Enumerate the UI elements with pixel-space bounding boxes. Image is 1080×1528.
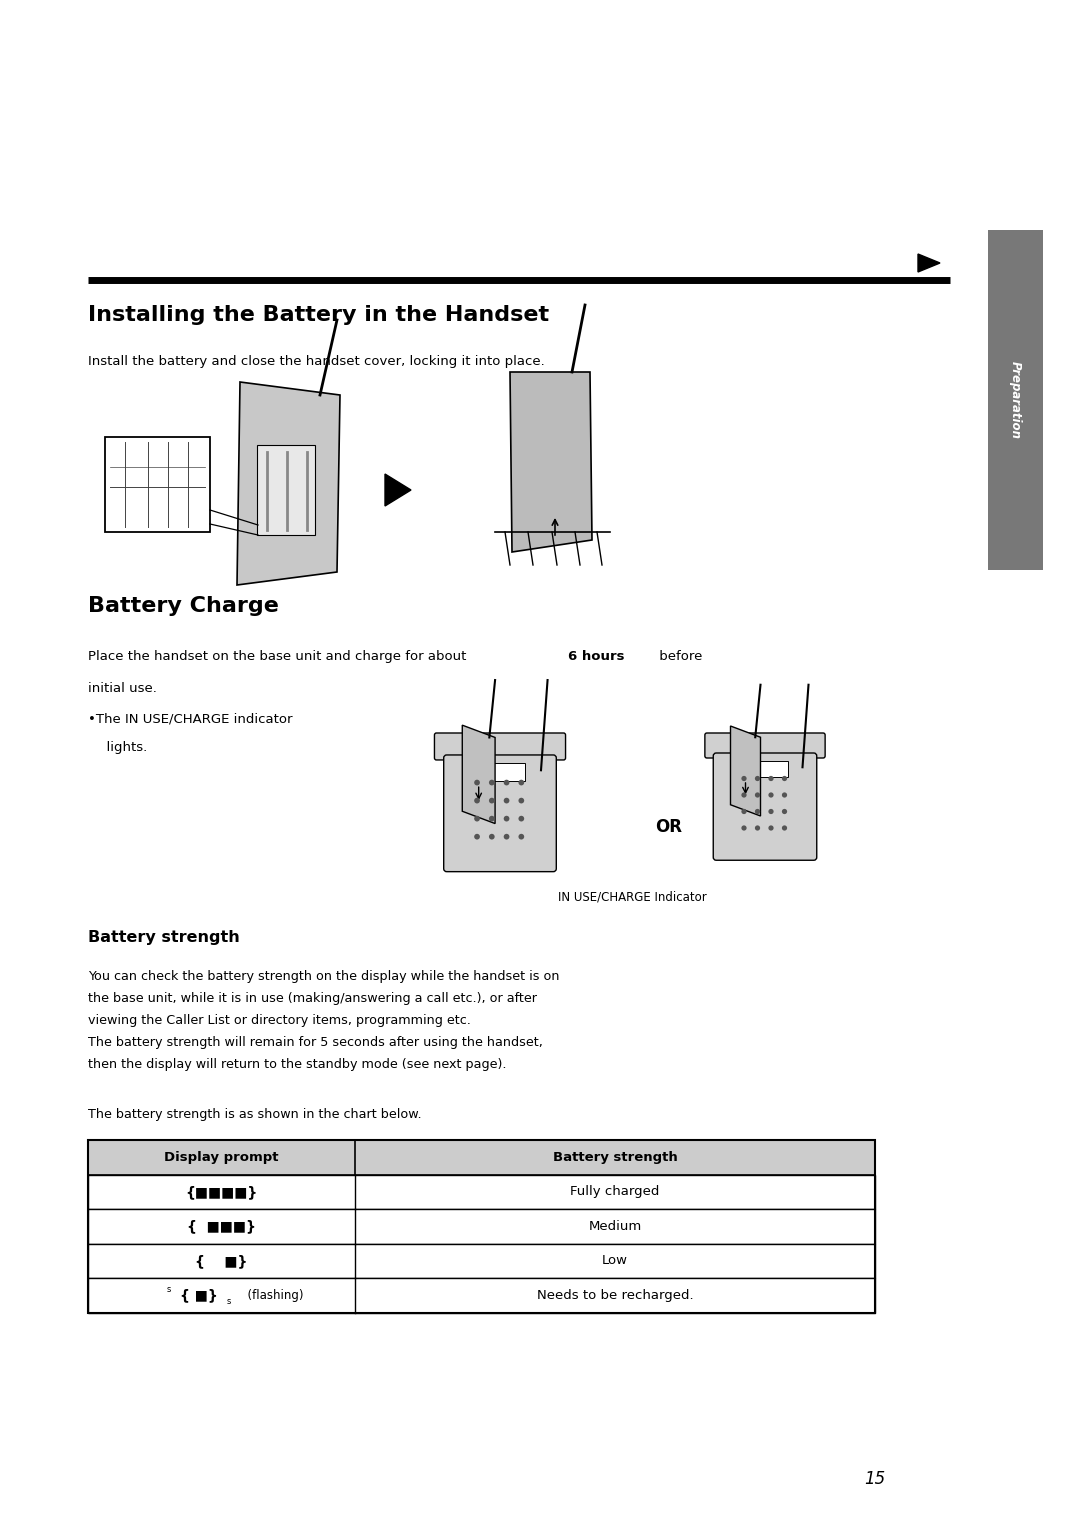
Text: Battery Charge: Battery Charge bbox=[87, 596, 279, 616]
Bar bbox=[743, 761, 787, 778]
Circle shape bbox=[741, 808, 746, 814]
Text: before: before bbox=[654, 649, 702, 663]
Circle shape bbox=[474, 816, 480, 822]
Circle shape bbox=[768, 793, 773, 798]
Text: 6 hours: 6 hours bbox=[568, 649, 624, 663]
Circle shape bbox=[755, 776, 760, 781]
Bar bbox=[87, 1209, 875, 1244]
Bar bbox=[87, 1140, 875, 1313]
Circle shape bbox=[755, 808, 760, 814]
Text: You can check the battery strength on the display while the handset is on: You can check the battery strength on th… bbox=[87, 970, 559, 983]
Bar bbox=[87, 1244, 875, 1277]
Circle shape bbox=[503, 779, 510, 785]
Bar bbox=[87, 1140, 875, 1175]
Text: Medium: Medium bbox=[589, 1219, 642, 1233]
Bar bbox=[87, 1175, 875, 1209]
Circle shape bbox=[782, 793, 787, 798]
Text: Battery strength: Battery strength bbox=[87, 931, 240, 944]
FancyBboxPatch shape bbox=[713, 753, 816, 860]
Text: Battery strength: Battery strength bbox=[553, 1151, 677, 1164]
Polygon shape bbox=[462, 726, 495, 824]
FancyBboxPatch shape bbox=[444, 755, 556, 871]
Text: Installing the Battery in the Handset: Installing the Battery in the Handset bbox=[87, 306, 549, 325]
Circle shape bbox=[489, 816, 495, 822]
Bar bbox=[988, 231, 1043, 570]
Text: the base unit, while it is in use (making/answering a call etc.), or after: the base unit, while it is in use (makin… bbox=[87, 992, 537, 1005]
Text: Preparation: Preparation bbox=[1009, 361, 1022, 439]
Circle shape bbox=[518, 779, 524, 785]
Text: Display prompt: Display prompt bbox=[164, 1151, 279, 1164]
Text: (flashing): (flashing) bbox=[240, 1288, 303, 1302]
Circle shape bbox=[741, 825, 746, 831]
Text: The battery strength will remain for 5 seconds after using the handset,: The battery strength will remain for 5 s… bbox=[87, 1036, 543, 1050]
Circle shape bbox=[782, 776, 787, 781]
Text: viewing the Caller List or directory items, programming etc.: viewing the Caller List or directory ite… bbox=[87, 1015, 471, 1027]
Circle shape bbox=[755, 825, 760, 831]
Polygon shape bbox=[510, 371, 592, 552]
Polygon shape bbox=[237, 382, 340, 585]
Text: then the display will return to the standby mode (see next page).: then the display will return to the stan… bbox=[87, 1057, 507, 1071]
Text: {    ■}: { ■} bbox=[195, 1254, 247, 1268]
Circle shape bbox=[782, 825, 787, 831]
Circle shape bbox=[768, 808, 773, 814]
Circle shape bbox=[741, 793, 746, 798]
Text: Needs to be recharged.: Needs to be recharged. bbox=[537, 1288, 693, 1302]
Circle shape bbox=[741, 776, 746, 781]
Text: 15: 15 bbox=[864, 1470, 885, 1488]
Circle shape bbox=[755, 793, 760, 798]
Text: The battery strength is as shown in the chart below.: The battery strength is as shown in the … bbox=[87, 1108, 421, 1122]
Text: initial use.: initial use. bbox=[87, 681, 157, 695]
Circle shape bbox=[474, 779, 480, 785]
Polygon shape bbox=[730, 726, 760, 816]
Text: s: s bbox=[227, 1297, 231, 1306]
Bar bbox=[257, 445, 315, 535]
FancyBboxPatch shape bbox=[434, 733, 566, 759]
Text: Place the handset on the base unit and charge for about: Place the handset on the base unit and c… bbox=[87, 649, 471, 663]
Circle shape bbox=[474, 798, 480, 804]
Text: Low: Low bbox=[602, 1254, 627, 1267]
Text: Install the battery and close the handset cover, locking it into place.: Install the battery and close the handse… bbox=[87, 354, 544, 368]
Polygon shape bbox=[918, 254, 940, 272]
Bar bbox=[87, 1277, 875, 1313]
Text: {  ■■■}: { ■■■} bbox=[187, 1219, 256, 1233]
Text: Fully charged: Fully charged bbox=[570, 1186, 660, 1198]
Bar bbox=[475, 762, 525, 781]
Circle shape bbox=[489, 779, 495, 785]
Text: lights.: lights. bbox=[98, 741, 147, 753]
Circle shape bbox=[503, 798, 510, 804]
Text: OR: OR bbox=[654, 817, 681, 836]
Text: •The IN USE/CHARGE indicator: •The IN USE/CHARGE indicator bbox=[87, 712, 293, 724]
FancyBboxPatch shape bbox=[705, 733, 825, 758]
Circle shape bbox=[518, 834, 524, 839]
Text: s: s bbox=[166, 1285, 171, 1294]
Bar bbox=[105, 437, 210, 532]
Circle shape bbox=[489, 834, 495, 839]
Circle shape bbox=[518, 798, 524, 804]
Circle shape bbox=[768, 825, 773, 831]
Text: IN USE/CHARGE Indicator: IN USE/CHARGE Indicator bbox=[558, 889, 707, 903]
Polygon shape bbox=[384, 474, 411, 506]
Text: {■■■■}: {■■■■} bbox=[186, 1184, 258, 1199]
Circle shape bbox=[768, 776, 773, 781]
Circle shape bbox=[474, 834, 480, 839]
Circle shape bbox=[518, 816, 524, 822]
Circle shape bbox=[782, 808, 787, 814]
Circle shape bbox=[489, 798, 495, 804]
Text: { ■}: { ■} bbox=[179, 1288, 217, 1302]
Circle shape bbox=[503, 816, 510, 822]
Circle shape bbox=[503, 834, 510, 839]
